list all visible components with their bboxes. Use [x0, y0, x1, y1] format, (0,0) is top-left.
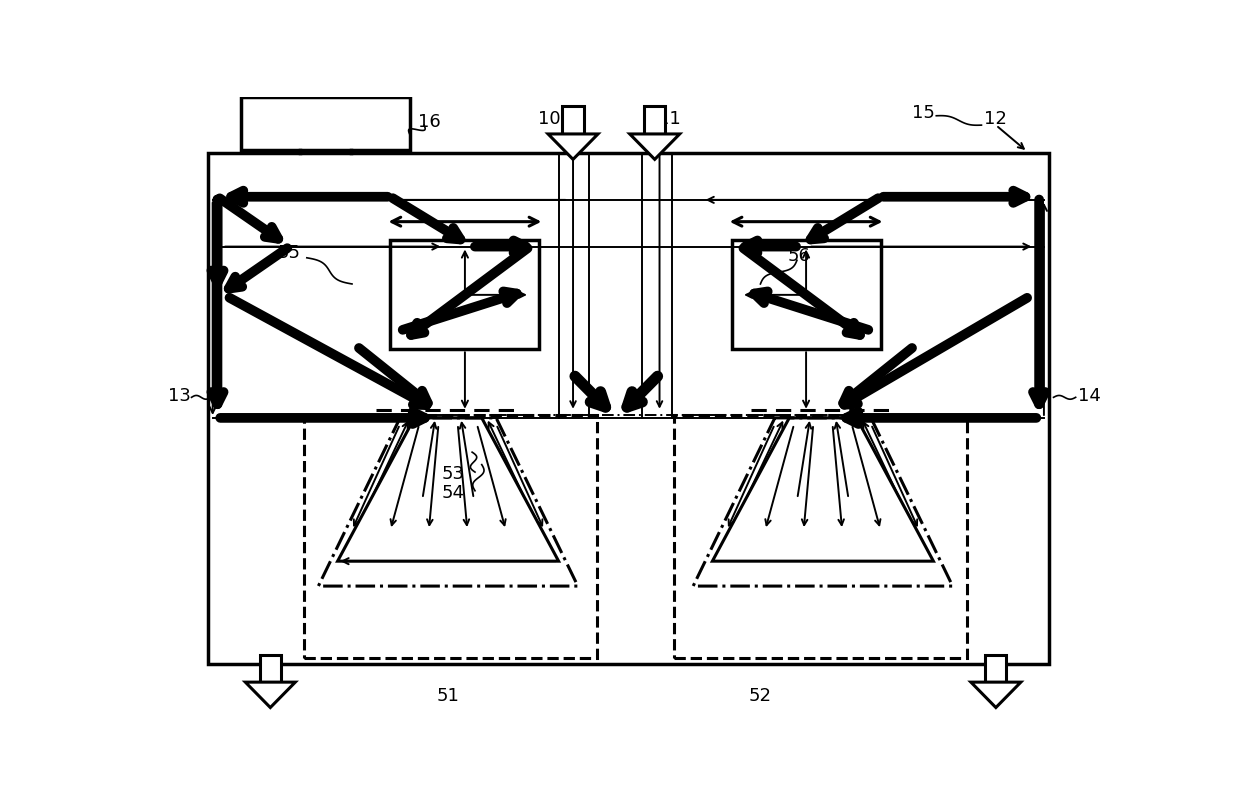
- Text: 12: 12: [985, 110, 1007, 128]
- Bar: [563, 107, 584, 134]
- Polygon shape: [246, 682, 295, 708]
- Bar: [732, 240, 880, 349]
- Polygon shape: [630, 134, 680, 159]
- Bar: [259, 654, 281, 682]
- Bar: [675, 415, 967, 658]
- Bar: [391, 240, 539, 349]
- Bar: [644, 107, 666, 134]
- Text: 15: 15: [913, 104, 935, 121]
- Text: 52: 52: [749, 688, 773, 705]
- Bar: [208, 153, 1049, 664]
- Bar: [304, 415, 596, 658]
- Text: 53: 53: [441, 465, 465, 483]
- Text: 14: 14: [1078, 387, 1101, 405]
- Text: 55: 55: [278, 244, 301, 262]
- Polygon shape: [548, 134, 598, 159]
- Bar: [242, 97, 409, 150]
- Polygon shape: [971, 682, 1021, 708]
- Text: 54: 54: [441, 484, 465, 502]
- Text: 16: 16: [418, 113, 440, 131]
- Text: 10: 10: [538, 110, 560, 128]
- Text: 56: 56: [787, 247, 810, 265]
- Text: 13: 13: [167, 387, 191, 405]
- Text: 51: 51: [436, 688, 460, 705]
- Text: 11: 11: [657, 110, 681, 128]
- Bar: [986, 654, 1007, 682]
